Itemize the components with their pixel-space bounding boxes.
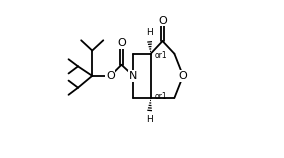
Text: H: H (146, 28, 153, 37)
Text: O: O (117, 38, 126, 49)
Text: H: H (146, 115, 153, 124)
Text: O: O (179, 71, 187, 81)
Text: N: N (129, 71, 137, 81)
Text: or1: or1 (154, 92, 167, 100)
Text: or1: or1 (154, 51, 167, 60)
Text: O: O (106, 71, 115, 81)
Text: O: O (158, 15, 167, 26)
